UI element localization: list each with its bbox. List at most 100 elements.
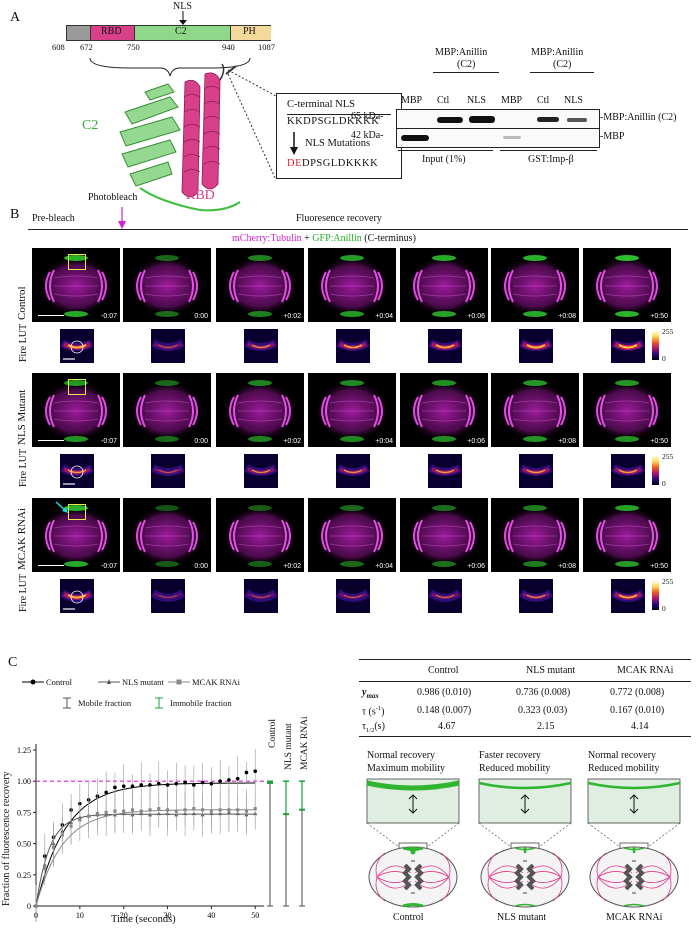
band-input-mbp: [401, 135, 429, 141]
microscopy-image: 0:00: [123, 248, 211, 322]
microscopy-image: +0:50: [583, 248, 671, 322]
row-tau-tail: ): [381, 706, 385, 718]
timestamp: +0:08: [558, 563, 576, 570]
mutant-prefix: DE: [287, 158, 302, 169]
band-pull-ctl: [537, 117, 559, 122]
lane-2: Ctl: [437, 95, 450, 106]
data-point: [192, 807, 196, 811]
fire-lut-zoom: [336, 329, 370, 363]
pos-608: 608: [52, 42, 65, 52]
bar-label-nls: NLS mutant: [284, 723, 294, 770]
domain-ph-label: PH: [243, 26, 256, 37]
data-point: [148, 783, 152, 787]
data-point: [209, 781, 214, 786]
fire-lut-zoom: [428, 454, 462, 488]
pos-750: 750: [127, 42, 140, 52]
microscopy-image: +0:04: [308, 498, 396, 572]
row-ymax-sub: max: [366, 692, 379, 700]
row-tau-sup: -1: [375, 705, 382, 712]
schematic-caption: NLS mutant: [497, 912, 547, 923]
y-tick-label: 0.75: [17, 808, 31, 817]
timestamp: +0:06: [467, 438, 485, 445]
row-thalf-label: τ1/2(s): [362, 721, 385, 734]
fire-lut-zoom: [151, 329, 185, 363]
domain-rbd: RBD: [90, 26, 135, 40]
microscopy-image: 0:00: [123, 373, 211, 447]
blot-top-strip: [396, 109, 600, 129]
data-point: [130, 784, 135, 788]
timestamp: +0:02: [283, 563, 301, 570]
marker-65: 65 kDa-: [351, 111, 384, 122]
data-point: [60, 833, 64, 837]
pos-672: 672: [80, 42, 93, 52]
mutant-rest: DPSGLDKKKK: [302, 158, 379, 169]
data-point: [51, 845, 56, 849]
pos-1087: 1087: [258, 42, 275, 52]
nls-label: NLS: [173, 1, 192, 12]
protein-structure: [89, 57, 277, 212]
legend-immobile: Immobile fraction: [170, 698, 232, 708]
fire-lut-zoom: [60, 579, 94, 613]
thalf-control: 4.67: [438, 721, 456, 732]
x-tick-label: 40: [207, 911, 215, 920]
timestamp: +0:08: [558, 438, 576, 445]
row-thalf-symbol: τ: [362, 721, 367, 732]
row-label: MCAK RNAi: [16, 507, 28, 570]
fire-lut-zoom: [611, 329, 645, 363]
nls-sequence: KKDPSGLDKKKK: [287, 116, 380, 127]
y-tick-label: 1.00: [17, 777, 31, 786]
data-point: [218, 779, 222, 783]
row-thalf-tail: (s): [374, 721, 385, 732]
schematic-caption: Control: [393, 912, 424, 923]
data-point: [227, 778, 231, 782]
tau-mcak: 0.167 (0.010): [610, 705, 665, 716]
legend-plus: +: [301, 233, 313, 244]
timestamp: 0:00: [194, 563, 208, 570]
row-label: Control: [16, 286, 28, 320]
timestamp: +0:50: [650, 313, 668, 320]
fire-lut-zoom: [60, 454, 94, 488]
fire-lut-label: Fire LUT: [18, 448, 29, 487]
blot-footer-right: GST:Imp-β: [528, 154, 574, 165]
table-top-rule: [359, 659, 691, 660]
panel-c-letter: C: [8, 655, 18, 670]
y-tick-label: 0.50: [17, 840, 31, 849]
fire-lut-zoom: [519, 329, 553, 363]
x-tick-label: 50: [251, 911, 259, 920]
fraction-bars: [267, 780, 305, 907]
y-tick-label: 1.25: [17, 746, 31, 755]
legend-nls: NLS mutant: [122, 677, 164, 687]
blot-footer-rule-left: [398, 150, 493, 151]
cortex-schematic: [587, 778, 681, 908]
data-point: [87, 814, 91, 818]
blot-group1-rule: [433, 72, 499, 73]
nls-box-rule: [287, 114, 391, 115]
lut-max: 255: [662, 452, 674, 461]
schematic-line2: Reduced mobility: [588, 763, 660, 774]
channel-legend: mCherry:Tubulin + GFP:Anillin (C-terminu…: [232, 233, 416, 244]
data-point: [209, 809, 213, 813]
data-point: [113, 809, 117, 813]
data-point: [165, 808, 170, 812]
timestamp: +0:04: [375, 313, 393, 320]
timestamp: +0:04: [375, 438, 393, 445]
bar-label-control: Control: [268, 718, 278, 748]
bleach-roi-box: [68, 379, 86, 395]
mutation-arrow-icon: [290, 132, 298, 155]
fire-lut-label: Fire LUT: [18, 323, 29, 362]
schematic-line2: Reduced mobility: [479, 763, 551, 774]
microscopy-image: +0:02: [216, 498, 304, 572]
data-point: [148, 808, 152, 812]
recovery-label: Fluoresence recovery: [296, 213, 382, 224]
timestamp: -0:07: [101, 563, 117, 570]
row-thalf-sub: 1/2: [366, 727, 375, 734]
panel-b-rule: [28, 229, 688, 230]
photobleach-arrow-icon: [118, 207, 126, 229]
cortex-schematic: [366, 778, 460, 908]
frap-chart: 0102030405000.250.500.751.001.25: [17, 744, 264, 922]
table-header-mcak: MCAK RNAi: [617, 665, 674, 676]
table-bottom-rule: [359, 736, 691, 737]
tau-control: 0.148 (0.007): [417, 705, 472, 716]
fire-lut-zoom: [336, 579, 370, 613]
y-tick-label: 0: [27, 902, 31, 911]
